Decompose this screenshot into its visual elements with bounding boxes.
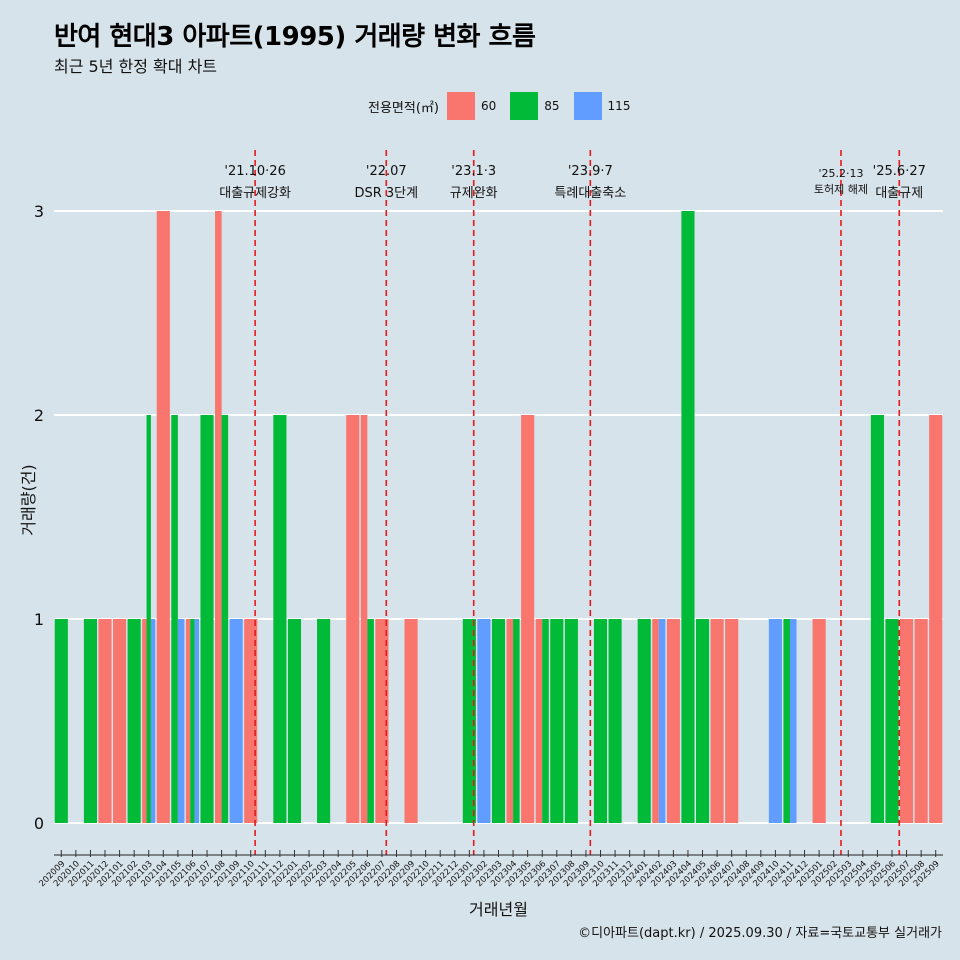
event-date-label: '23.9·7 <box>568 164 613 179</box>
bar-202505-85 <box>870 415 884 823</box>
bar-202108-85 <box>221 415 229 823</box>
bar-202508-60 <box>914 619 928 823</box>
bar-202203-85 <box>317 619 331 823</box>
bar-202101-60 <box>113 619 127 823</box>
event-date-label: '23.1·3 <box>451 164 496 179</box>
legend-swatch-115 <box>573 92 602 120</box>
bar-202302-115 <box>477 619 491 823</box>
bar-202507-60 <box>900 619 914 823</box>
legend-item-115: 115 <box>573 92 641 120</box>
bar-202109-115 <box>229 619 243 823</box>
legend-swatch-85 <box>510 92 539 120</box>
bar-202106-85 <box>190 619 195 823</box>
bar-202103-115 <box>150 619 156 823</box>
bar-202205-60 <box>346 415 360 823</box>
event-date-label: '22.07 <box>366 164 407 179</box>
bar-202106-60 <box>185 619 191 823</box>
bar-202105-115 <box>177 619 185 823</box>
legend-label-60: 60 <box>480 99 497 113</box>
y-tick-label: 1 <box>34 610 44 629</box>
bar-202311-85 <box>608 619 622 823</box>
bar-202404-85 <box>681 211 695 823</box>
bar-202112-85 <box>273 415 287 823</box>
legend-swatch-60 <box>446 92 475 120</box>
bar-202310-85 <box>593 619 608 823</box>
bar-202110-60 <box>244 619 258 823</box>
chart-subtitle: 최근 5년 한정 확대 차트 <box>54 57 218 76</box>
event-date-label: '25.6·27 <box>873 164 926 179</box>
bar-202011-85 <box>83 619 97 823</box>
bar-202403-60 <box>666 619 680 823</box>
source-caption: ©디아파트(dapt.kr) / 2025.09.30 / 자료=국토교통부 실… <box>578 926 942 941</box>
bar-202402-115 <box>658 619 666 823</box>
legend-title: 전용면적(㎡) <box>368 100 439 116</box>
bar-202411-115 <box>789 619 797 823</box>
bar-202206-85 <box>367 619 374 823</box>
bar-202012-60 <box>98 619 112 823</box>
bar-202108-60 <box>215 211 222 823</box>
bar-202306-60 <box>535 619 543 823</box>
event-name-label: 규제완화 <box>450 186 498 201</box>
bar-202401-85 <box>637 619 651 823</box>
event-name-label: 특례대출축소 <box>554 186 626 201</box>
bar-202406-60 <box>710 619 724 823</box>
bar-202509-60 <box>929 415 943 823</box>
legend: 전용면적(㎡) 60 85 115 <box>368 92 644 120</box>
event-name-label: 대출규제강화 <box>219 186 291 201</box>
y-tick-label: 2 <box>34 406 44 425</box>
bar-202304-60 <box>506 619 514 823</box>
x-axis-title: 거래년월 <box>469 900 528 919</box>
bar-202207-60 <box>375 619 389 823</box>
bar-202206-60 <box>360 415 368 823</box>
bar-202305-60 <box>521 415 535 823</box>
legend-item-85: 85 <box>510 92 569 120</box>
bar-202104-60 <box>156 211 170 823</box>
bar-202103-85 <box>146 415 151 823</box>
y-tick-label: 3 <box>34 202 44 221</box>
bar-202308-85 <box>564 619 578 823</box>
event-name-label: 토허제 해제 <box>814 182 868 196</box>
bar-202105-85 <box>171 415 178 823</box>
y-axis-title: 거래량(건) <box>19 464 38 535</box>
bar-202201-85 <box>287 619 302 823</box>
event-date-label: '21.10·26 <box>224 164 285 179</box>
event-name-label: DSR 3단계 <box>354 186 418 201</box>
bar-202306-85 <box>542 619 549 823</box>
bar-202506-85 <box>885 619 899 823</box>
bar-202411-85 <box>783 619 790 823</box>
chart-title: 반여 현대3 아파트(1995) 거래량 변화 흐름 <box>54 22 536 52</box>
bar-202106-115 <box>194 619 200 823</box>
bar-202304-85 <box>513 619 520 823</box>
event-date-label: '25.2·13 <box>818 167 863 180</box>
y-tick-label: 0 <box>34 814 44 833</box>
bar-202303-85 <box>491 619 506 823</box>
bar-202102-85 <box>127 619 141 823</box>
bar-202501-60 <box>812 619 826 823</box>
bar-202301-85 <box>462 619 476 823</box>
legend-item-60: 60 <box>446 92 506 120</box>
bar-202107-85 <box>200 415 214 823</box>
bar-202103-60 <box>142 619 147 823</box>
legend-label-115: 115 <box>607 99 631 113</box>
event-name-label: 대출규제 <box>875 186 923 201</box>
bar-202009-85 <box>54 619 68 823</box>
bar-202410-115 <box>768 619 782 823</box>
bar-202407-60 <box>725 619 739 823</box>
bar-202209-60 <box>404 619 418 823</box>
legend-label-85: 85 <box>544 99 560 113</box>
bar-202405-85 <box>695 619 710 823</box>
bar-202307-85 <box>550 619 564 823</box>
bar-202402-60 <box>652 619 659 823</box>
